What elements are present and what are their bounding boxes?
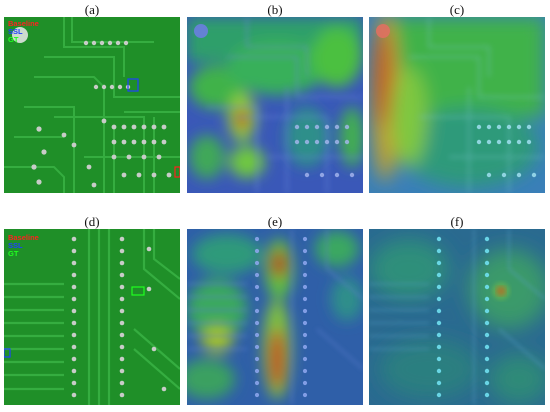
- panel-b-heatmap: [187, 17, 363, 193]
- heatmap-f: [369, 229, 545, 405]
- panel-label-e: (e): [267, 214, 283, 229]
- heatmap-c: [369, 17, 545, 193]
- legend-d: Baseline SSL GT: [8, 234, 39, 258]
- panel-e-heatmap: [187, 229, 363, 405]
- panel-label-d: (d): [84, 214, 100, 229]
- legend-a: Baseline SSL GT: [8, 20, 39, 44]
- baseline-box-a: [174, 166, 180, 178]
- panel-label-c: (c): [449, 2, 465, 17]
- panel-a-pcb-image: Baseline SSL GT: [4, 17, 180, 193]
- heatmap-e: [187, 229, 363, 405]
- legend-gt-d: GT: [8, 249, 19, 258]
- legend-ssl-d: SSL: [8, 241, 23, 250]
- legend-baseline-a: Baseline: [8, 19, 39, 28]
- ssl-box-d: [4, 348, 11, 358]
- panel-f-heatmap: [369, 229, 545, 405]
- panel-label-a: (a): [84, 2, 100, 17]
- panel-c-heatmap: [369, 17, 545, 193]
- ssl-box-a: [127, 78, 139, 92]
- gt-box-d: [131, 286, 145, 296]
- legend-ssl-a: SSL: [8, 27, 23, 36]
- legend-gt-a: GT: [8, 35, 19, 44]
- panel-label-b: (b): [267, 2, 283, 17]
- heatmap-b: [187, 17, 363, 193]
- pcb-image-a: [4, 17, 180, 193]
- panel-label-f: (f): [450, 214, 464, 229]
- pcb-image-d: [4, 229, 180, 405]
- panel-d-pcb-image: Baseline SSL GT: [4, 229, 180, 405]
- legend-baseline-d: Baseline: [8, 233, 39, 242]
